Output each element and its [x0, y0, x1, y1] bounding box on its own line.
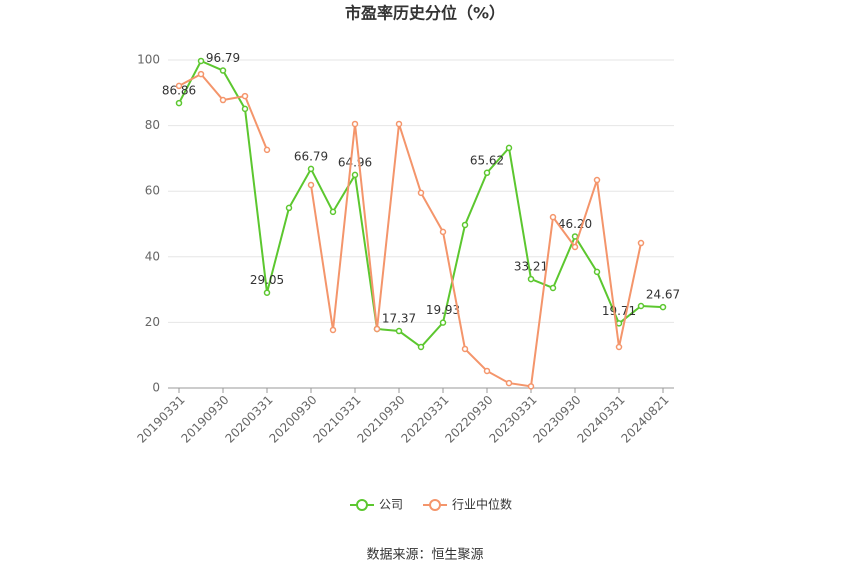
data-point [219, 67, 227, 74]
data-point [571, 243, 579, 251]
data-label: 17.37 [382, 312, 416, 326]
data-point [461, 345, 469, 353]
data-label: 46.20 [558, 217, 592, 231]
data-point [527, 383, 535, 390]
data-point [241, 105, 249, 113]
data-point [197, 70, 205, 78]
data-point [571, 233, 579, 240]
data-point [615, 343, 623, 351]
data-label: 64.96 [338, 155, 372, 169]
source: 数据来源：恒生聚源 [366, 548, 483, 563]
y-tick-label: 40 [145, 249, 160, 263]
data-point [175, 82, 183, 90]
data-point [373, 325, 381, 333]
data-point [395, 327, 403, 335]
data-point [351, 120, 359, 128]
data-point [329, 326, 337, 334]
data-label: 29.05 [250, 273, 284, 287]
data-point [461, 221, 469, 229]
data-point [263, 289, 271, 296]
y-tick-label: 100 [137, 53, 160, 67]
data-label: 66.79 [294, 149, 328, 163]
x-tick-label: 20240821 [619, 393, 672, 446]
y-tick-label: 0 [152, 381, 160, 395]
data-point [395, 120, 403, 128]
data-label: 33.21 [514, 260, 548, 274]
legend-label: 行业中位数 [452, 497, 512, 512]
data-point [483, 367, 491, 375]
legend-label: 公司 [379, 498, 403, 512]
data-point [593, 268, 601, 276]
chart-title: 市盈率历史分位（%） [345, 4, 505, 23]
y-tick-label: 20 [145, 315, 160, 329]
data-point [549, 213, 557, 221]
data-point [439, 228, 447, 236]
data-point [615, 320, 623, 327]
data-point [417, 189, 425, 197]
data-label: 19.93 [426, 303, 460, 317]
data-point [439, 319, 447, 326]
data-point [593, 176, 601, 184]
data-point [483, 169, 491, 177]
data-point [351, 171, 359, 179]
data-point [197, 57, 205, 65]
data-point [263, 146, 271, 154]
data-label: 96.79 [206, 51, 240, 65]
series-line [178, 59, 664, 349]
data-point [285, 204, 293, 212]
data-point [307, 181, 315, 189]
y-tick-label: 80 [145, 118, 160, 132]
data-point [527, 275, 535, 283]
data-label: 19.71 [602, 304, 636, 318]
legend-marker [429, 499, 442, 511]
data-point [505, 379, 513, 387]
data-label: 24.67 [646, 288, 680, 302]
data-point [549, 284, 557, 292]
data-point [175, 99, 183, 107]
data-label: 65.62 [470, 153, 504, 167]
data-point [417, 343, 425, 351]
data-point [241, 92, 249, 100]
data-point [307, 165, 315, 173]
legend-marker [356, 499, 368, 511]
data-point [637, 302, 645, 310]
data-point [505, 144, 513, 152]
data-point [637, 239, 645, 247]
data-label: 86.86 [162, 84, 196, 98]
data-point [219, 96, 227, 104]
data-point [329, 208, 337, 216]
y-tick-label: 60 [145, 184, 160, 198]
data-point [659, 303, 667, 311]
